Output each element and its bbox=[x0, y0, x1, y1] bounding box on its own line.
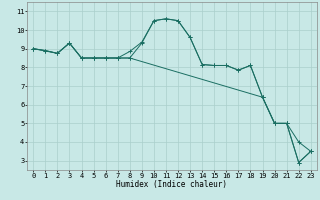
X-axis label: Humidex (Indice chaleur): Humidex (Indice chaleur) bbox=[116, 180, 228, 189]
